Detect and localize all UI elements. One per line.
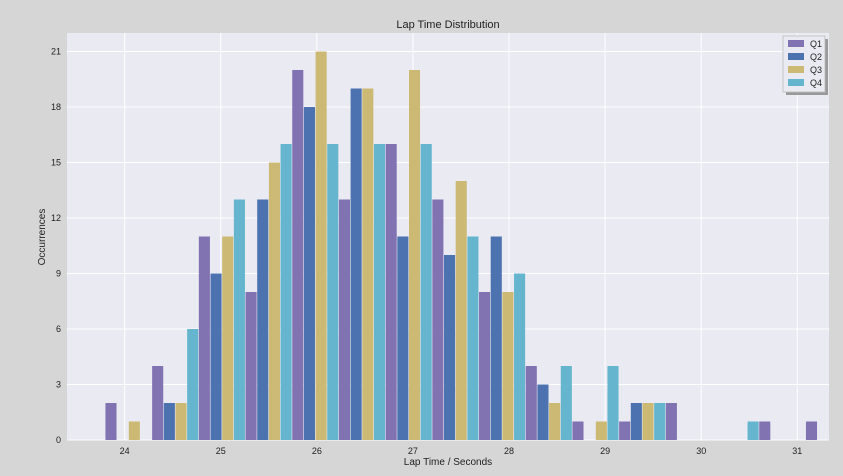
bar-q1-bin-3: [245, 292, 257, 440]
bar-q1-bin-4: [292, 70, 304, 440]
bar-q3-bin-8: [502, 292, 514, 440]
bar-q1-bin-7: [432, 199, 444, 440]
legend-swatch-q2: [788, 53, 804, 60]
y-tick-label: 12: [51, 213, 61, 223]
bar-q1-bin-9: [525, 366, 537, 440]
bar-q3-bin-11: [642, 403, 654, 440]
bar-q1-bin-5: [338, 199, 351, 440]
bar-q1-bin-10: [572, 421, 584, 440]
bar-q4-bin-10: [607, 366, 619, 440]
x-tick-label: 24: [120, 446, 130, 456]
y-tick-label: 3: [56, 380, 61, 390]
legend-label-q2: Q2: [810, 52, 822, 62]
bar-q1-bin-1: [152, 366, 164, 440]
y-tick-label: 21: [51, 47, 61, 57]
bar-q3-bin-1: [175, 403, 187, 440]
bar-q2-bin-7: [444, 255, 456, 440]
legend-label-q3: Q3: [810, 65, 822, 75]
bar-q3-bin-5: [362, 88, 374, 440]
bar-q2-bin-8: [490, 236, 502, 440]
bar-q3-bin-6: [408, 70, 421, 440]
chart-title: Lap Time Distribution: [396, 19, 499, 31]
legend: Q1 Q2 Q3 Q4: [782, 35, 828, 95]
x-axis-label: Lap Time / Seconds: [404, 457, 492, 468]
legend-swatch-q4: [788, 79, 804, 86]
bar-q4-bin-8: [514, 273, 526, 440]
bar-q1-bin-2: [198, 236, 210, 440]
bar-q1-bin-11: [619, 421, 631, 440]
x-tick-label: 31: [792, 446, 802, 456]
legend-label-q1: Q1: [810, 39, 822, 49]
y-tick-label: 9: [56, 269, 61, 279]
bar-q4-bin-2: [233, 199, 245, 440]
bar-q4-bin-3: [280, 144, 292, 440]
bar-q4-bin-6: [420, 144, 432, 440]
bar-q2-bin-3: [257, 199, 269, 440]
bar-q3-bin-2: [222, 236, 234, 440]
bar-q1-bin-8: [479, 292, 491, 440]
bar-q3-bin-9: [549, 403, 561, 440]
bar-q2-bin-11: [630, 403, 642, 440]
bar-q3-bin-4: [315, 51, 327, 440]
legend-label-q4: Q4: [810, 78, 822, 88]
y-tick-label: 0: [56, 435, 61, 445]
bar-q4-bin-1: [187, 329, 199, 440]
bar-q2-bin-4: [303, 107, 315, 440]
bar-q2-bin-5: [350, 88, 362, 440]
bar-q1-bin-14: [759, 421, 771, 440]
bar-q3-bin-7: [455, 181, 467, 440]
bar-q1-bin-6: [385, 144, 397, 440]
bar-q4-bin-13: [747, 421, 759, 440]
bar-q3-bin-0: [128, 421, 140, 440]
x-tick-label: 29: [600, 446, 610, 456]
bar-q4-bin-5: [373, 144, 386, 440]
bar-q4-bin-9: [560, 366, 572, 440]
x-tick-label: 27: [408, 446, 418, 456]
bar-q3-bin-3: [268, 162, 280, 440]
bar-q1-bin-0: [105, 403, 117, 440]
bar-q4-bin-11: [654, 403, 666, 440]
bar-q3-bin-10: [595, 421, 607, 440]
bar-q4-bin-7: [467, 236, 479, 440]
y-tick-labels: 0 3 6 9 12 15 18 21: [51, 47, 61, 446]
bar-q1-bin-12: [665, 403, 677, 440]
bar-q1-bin-15: [805, 421, 818, 440]
legend-swatch-q1: [788, 40, 804, 47]
bar-q2-bin-1: [163, 403, 175, 440]
x-tick-label: 28: [504, 446, 514, 456]
y-axis-label: Occurrences: [37, 209, 48, 266]
x-tick-label: 30: [696, 446, 706, 456]
x-tick-label: 26: [312, 446, 322, 456]
y-tick-label: 18: [51, 102, 61, 112]
bar-q4-bin-4: [327, 144, 339, 440]
bar-q2-bin-6: [397, 236, 409, 440]
legend-swatch-q3: [788, 66, 804, 73]
y-tick-label: 6: [56, 324, 61, 334]
x-tick-label: 25: [216, 446, 226, 456]
bar-q2-bin-9: [537, 384, 549, 440]
bar-q2-bin-2: [210, 273, 222, 440]
x-tick-labels: 24 25 26 27 28 29 30 31: [120, 446, 803, 456]
bars: [105, 51, 818, 440]
y-tick-label: 15: [51, 158, 61, 168]
